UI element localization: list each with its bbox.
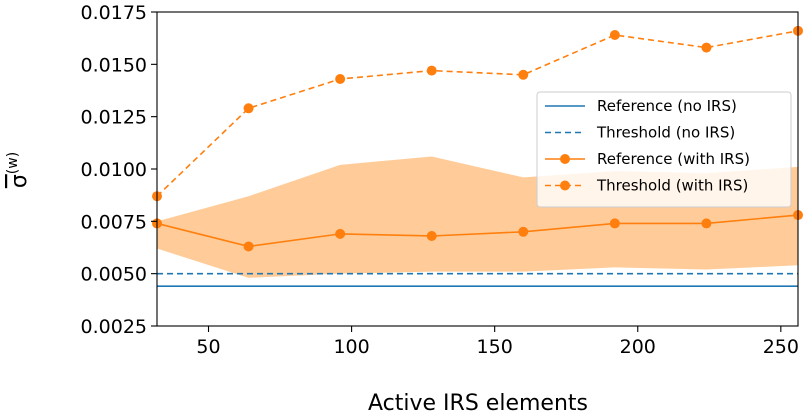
data-point-2-5 bbox=[609, 218, 620, 229]
legend-marker-2 bbox=[560, 154, 570, 164]
y-tick-label: 0.0050 bbox=[81, 264, 147, 286]
legend: Reference (no IRS) Threshold (no IRS) Refe… bbox=[536, 91, 792, 208]
series-line-3 bbox=[156, 30, 799, 197]
y-axis-label: σ(w) bbox=[5, 152, 32, 188]
data-point-3-5 bbox=[609, 30, 620, 41]
x-tick-label: 50 bbox=[196, 336, 220, 358]
y-tick-label: 0.0075 bbox=[81, 211, 147, 233]
x-tick-label: 200 bbox=[620, 336, 656, 358]
y-axis-label-sigma: σ bbox=[7, 174, 32, 188]
legend-label-1: Threshold (no IRS) bbox=[596, 124, 735, 142]
data-point-3-4 bbox=[518, 69, 529, 80]
legend-marker-3 bbox=[560, 180, 570, 191]
data-point-3-2 bbox=[335, 73, 346, 84]
legend-label-0: Reference (no IRS) bbox=[597, 97, 737, 115]
data-point-2-6 bbox=[701, 218, 712, 229]
y-tick-label: 0.0125 bbox=[81, 107, 147, 129]
data-point-3-6 bbox=[701, 42, 712, 53]
y-tick-label: 0.0100 bbox=[81, 159, 147, 181]
data-point-2-3 bbox=[426, 230, 437, 241]
y-tick-label: 0.0175 bbox=[81, 2, 147, 24]
y-tick-label: 0.0150 bbox=[81, 54, 147, 76]
data-point-3-3 bbox=[426, 65, 437, 76]
y-axis-label-superscript: (w) bbox=[5, 152, 21, 174]
x-axis-label: Active IRS elements bbox=[368, 391, 588, 416]
legend-label-3: Threshold (with IRS) bbox=[596, 177, 748, 195]
data-point-2-4 bbox=[518, 226, 529, 237]
data-point-2-1 bbox=[243, 241, 254, 252]
data-point-2-2 bbox=[335, 228, 346, 239]
x-tick-label: 150 bbox=[477, 336, 513, 358]
legend-label-2: Reference (with IRS) bbox=[597, 150, 750, 168]
legend-box bbox=[536, 91, 792, 208]
x-tick-label: 250 bbox=[763, 336, 799, 358]
series-line-2 bbox=[156, 214, 799, 248]
y-tick-label: 0.0025 bbox=[81, 316, 147, 338]
x-tick-label: 100 bbox=[333, 336, 369, 358]
data-point-3-1 bbox=[243, 103, 254, 114]
